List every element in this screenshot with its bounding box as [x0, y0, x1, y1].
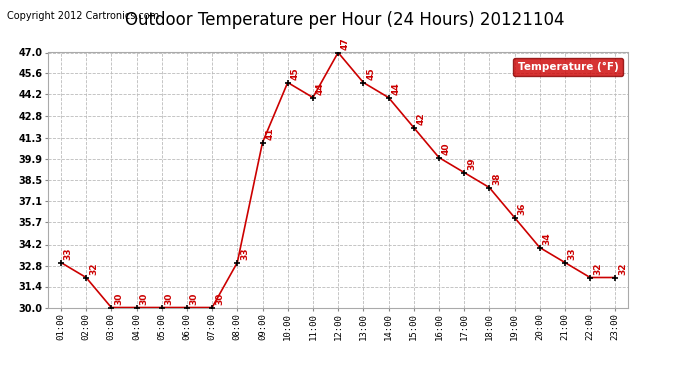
Text: 45: 45	[290, 67, 299, 80]
Text: 44: 44	[316, 82, 325, 95]
Text: 30: 30	[190, 292, 199, 305]
Text: 32: 32	[89, 262, 98, 275]
Text: 32: 32	[618, 262, 627, 275]
Text: 30: 30	[139, 292, 148, 305]
Text: 36: 36	[518, 202, 526, 215]
Text: 40: 40	[442, 142, 451, 155]
Text: 34: 34	[542, 232, 551, 245]
Text: Outdoor Temperature per Hour (24 Hours) 20121104: Outdoor Temperature per Hour (24 Hours) …	[126, 11, 564, 29]
Text: 30: 30	[164, 292, 173, 305]
Text: 33: 33	[568, 247, 577, 260]
Legend: Temperature (°F): Temperature (°F)	[513, 58, 622, 76]
Text: 47: 47	[341, 37, 350, 50]
Text: 39: 39	[467, 157, 476, 170]
Text: 42: 42	[417, 112, 426, 125]
Text: 30: 30	[215, 292, 224, 305]
Text: Copyright 2012 Cartronics.com: Copyright 2012 Cartronics.com	[7, 11, 159, 21]
Text: 41: 41	[265, 127, 275, 140]
Text: 30: 30	[114, 292, 123, 305]
Text: 32: 32	[593, 262, 602, 275]
Text: 33: 33	[63, 247, 72, 260]
Text: 38: 38	[492, 172, 501, 185]
Text: 45: 45	[366, 67, 375, 80]
Text: 33: 33	[240, 247, 249, 260]
Text: 44: 44	[391, 82, 400, 95]
